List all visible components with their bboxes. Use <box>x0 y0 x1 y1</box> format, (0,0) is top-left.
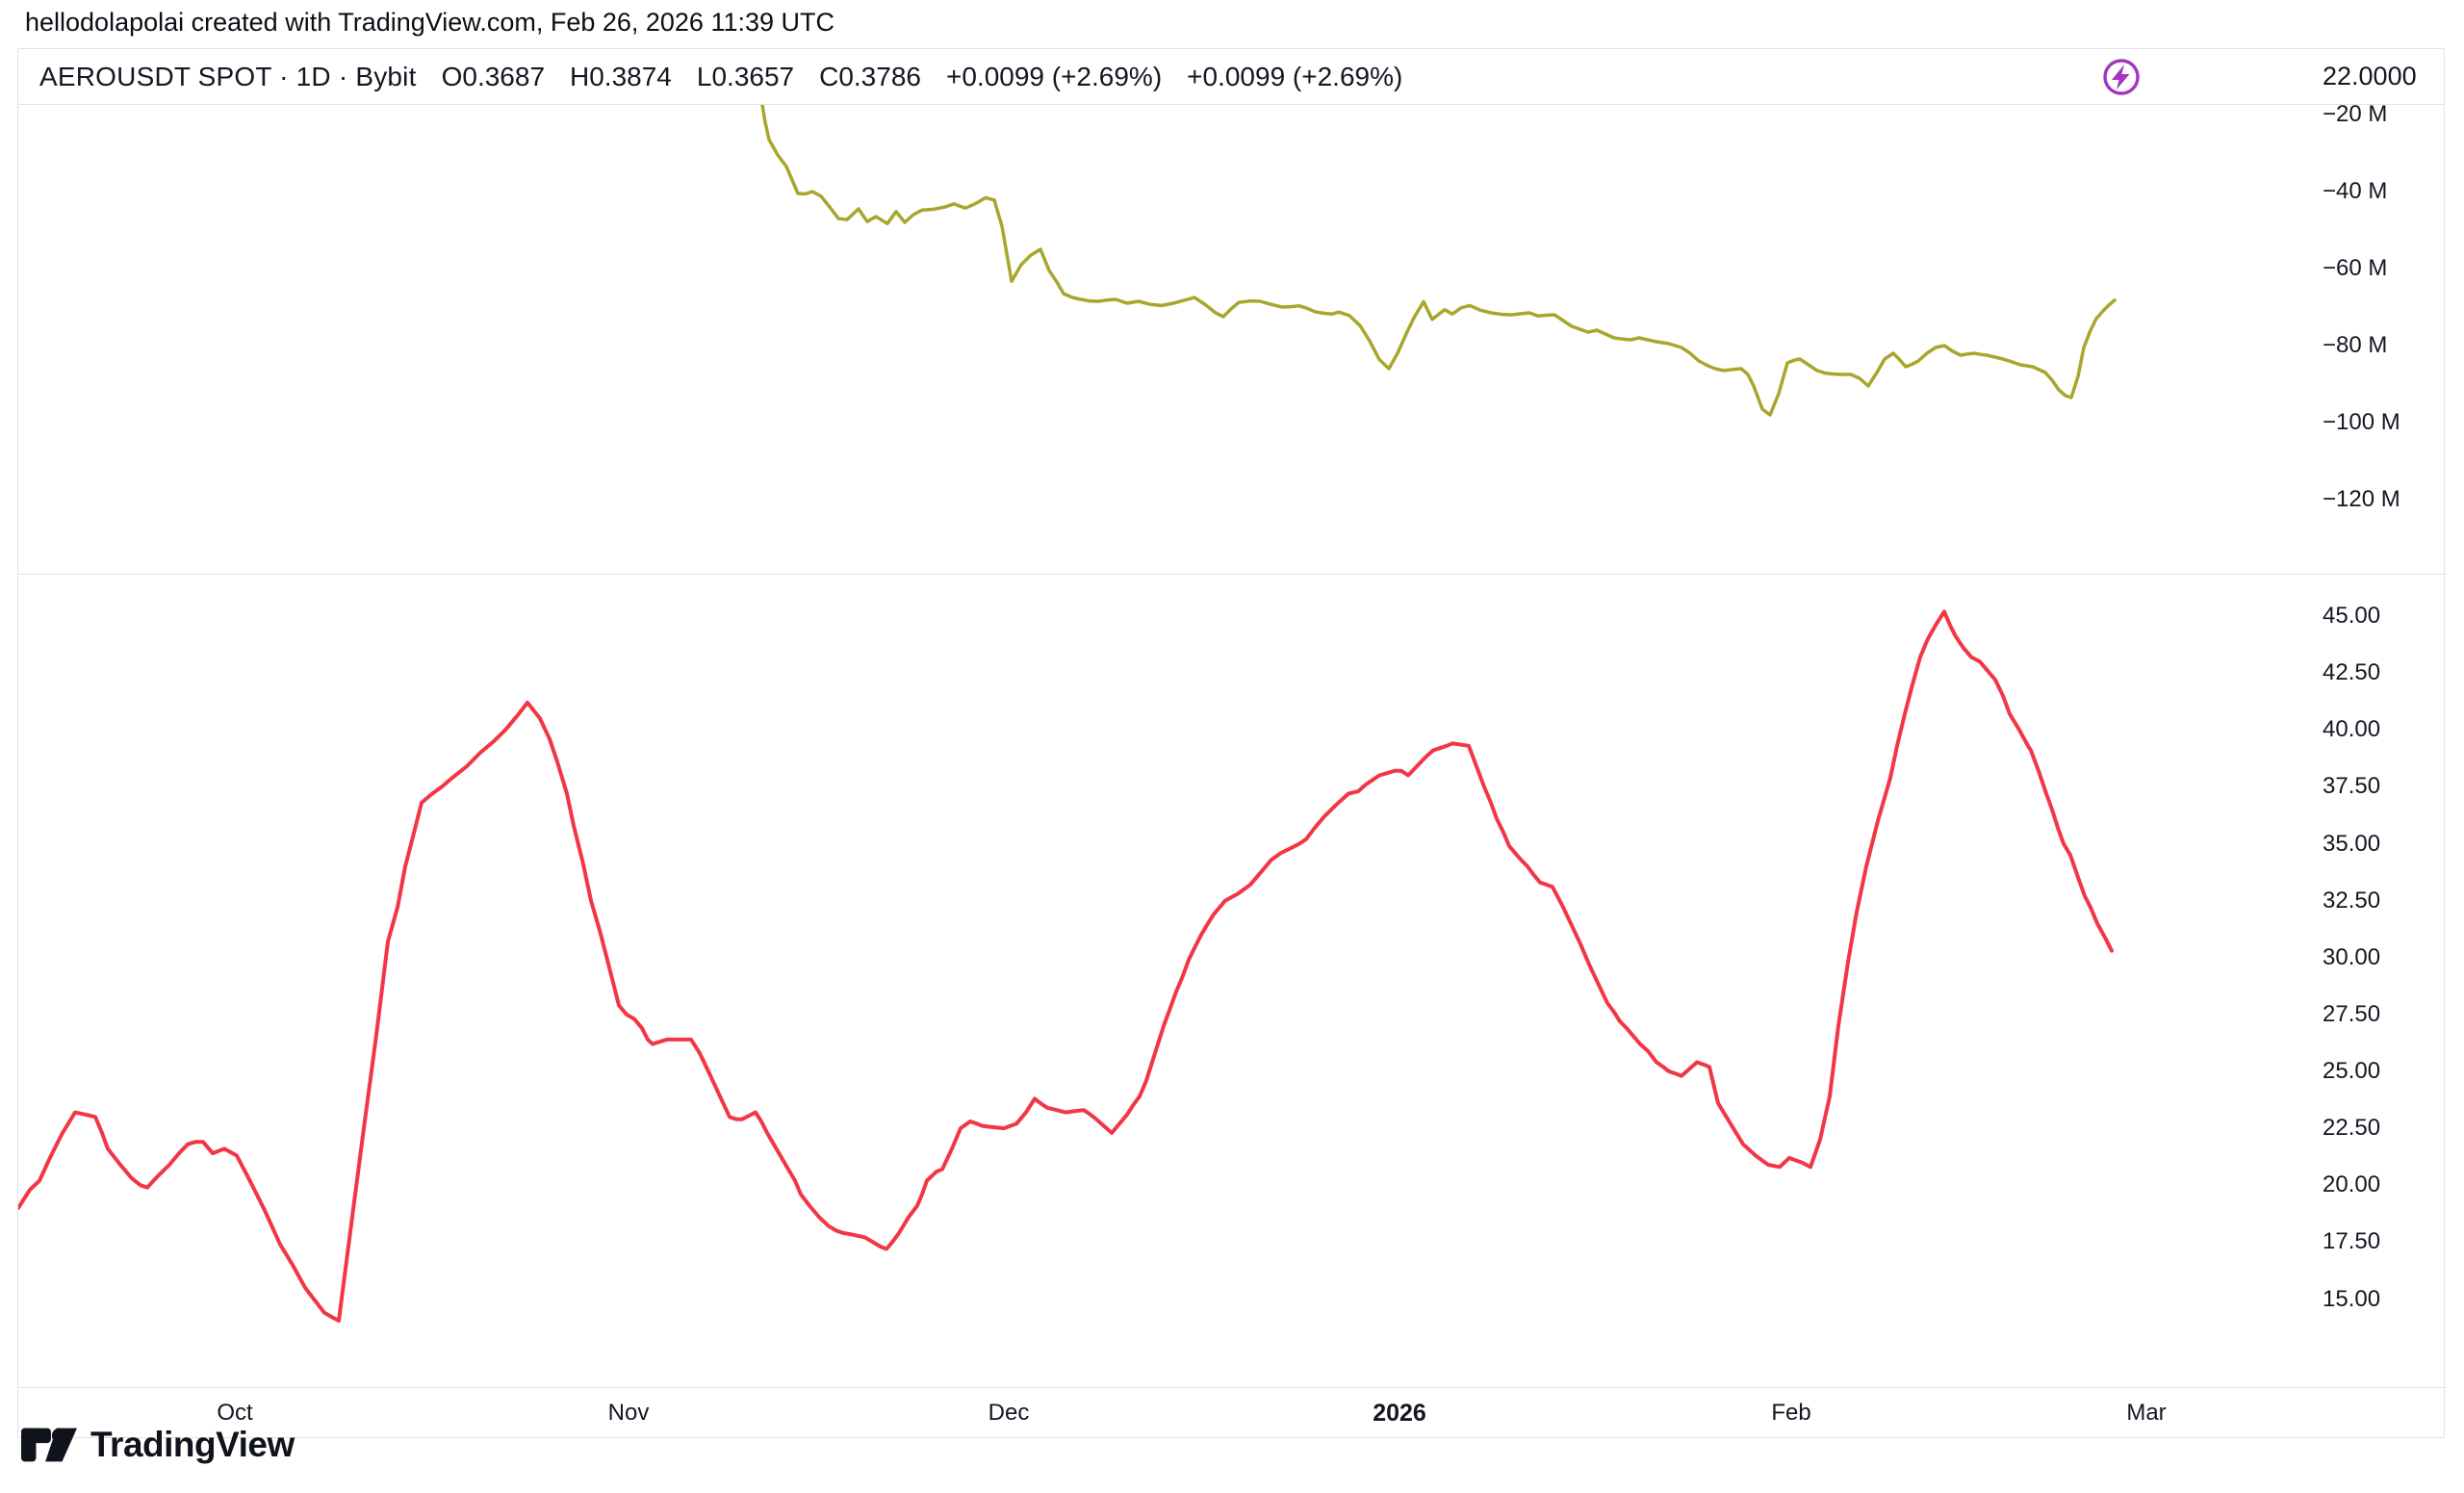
change-value-2: +0.0099 (+2.69%) <box>1187 61 1403 91</box>
y-axis-label: 30.00 <box>2323 943 2381 970</box>
tradingview-logo-text: TradingView <box>90 1425 295 1464</box>
y-axis-label: 37.50 <box>2323 773 2381 800</box>
y-axis-label: 20.00 <box>2323 1171 2381 1198</box>
flash-icon[interactable] <box>2102 58 2141 96</box>
y-axis-label: −40 M <box>2323 178 2388 204</box>
symbol-info-bar: AEROUSDT SPOT · 1D · Bybit O0.3687 H0.38… <box>18 49 2444 105</box>
y-axis-label: 32.50 <box>2323 887 2381 914</box>
y-axis-label: −80 M <box>2323 332 2388 358</box>
x-axis-label: Mar <box>2126 1400 2167 1426</box>
ohlc-close: C0.3786 <box>819 61 921 91</box>
y-axis-label: 17.50 <box>2323 1228 2381 1255</box>
price-scale-value: 22.0000 <box>2323 62 2417 90</box>
x-axis-label: Dec <box>988 1400 1030 1426</box>
chart-widget: AEROUSDT SPOT · 1D · Bybit O0.3687 H0.38… <box>17 48 2446 1438</box>
volume-indicator-line <box>760 105 2117 417</box>
time-axis[interactable]: Oct Nov Dec 2026 Feb Mar <box>18 1387 2446 1438</box>
y-axis-label: −60 M <box>2323 255 2388 281</box>
oscillator-line <box>18 609 2114 1323</box>
x-axis-label: Nov <box>607 1400 650 1426</box>
pane-bottom[interactable]: 45.00 42.50 40.00 37.50 35.00 32.50 30.00 27.50… <box>18 574 2446 1387</box>
y-axis-label: −100 M <box>2323 409 2400 435</box>
x-axis-label: Oct <box>217 1400 253 1426</box>
ohlc-high: H0.3874 <box>570 61 672 91</box>
y-axis-label: 45.00 <box>2323 603 2381 629</box>
y-axis-label: 15.00 <box>2323 1285 2381 1312</box>
symbol-info-row: AEROUSDT SPOT · 1D · Bybit O0.3687 H0.38… <box>39 49 1402 104</box>
y-axis-label: −20 M <box>2323 101 2388 127</box>
y-axis-label: −120 M <box>2323 486 2400 512</box>
y-axis-label: 25.00 <box>2323 1058 2381 1084</box>
pane-bottom-svg[interactable] <box>18 575 2313 1388</box>
y-axis-label: 22.50 <box>2323 1115 2381 1142</box>
x-axis-label: Feb <box>1771 1400 1811 1426</box>
flash-icon-svg <box>2103 59 2140 95</box>
y-axis-label: 27.50 <box>2323 1000 2381 1027</box>
tradingview-mark-icon <box>21 1428 77 1462</box>
ohlc-open: O0.3687 <box>441 61 546 91</box>
symbol-title: AEROUSDT SPOT · 1D · Bybit <box>39 61 417 91</box>
ohlc-low: L0.3657 <box>696 61 795 91</box>
pane-bottom-ylabels[interactable]: 45.00 42.50 40.00 37.50 35.00 32.50 30.00 27.50… <box>2323 575 2446 1387</box>
attribution-text: hellodolapolai created with TradingView.… <box>25 8 835 37</box>
y-axis-label: 35.00 <box>2323 830 2381 857</box>
pane-top-ylabels[interactable]: −20 M −40 M −60 M −80 M −100 M −120 M <box>2323 101 2446 574</box>
change-value: +0.0099 (+2.69%) <box>945 61 1163 91</box>
tradingview-logo[interactable]: TradingView <box>21 1425 295 1465</box>
pane-top-svg[interactable] <box>18 105 2313 574</box>
x-axis-label: 2026 <box>1373 1400 1426 1427</box>
pane-top[interactable]: −20 M −40 M −60 M −80 M −100 M −120 M <box>18 101 2446 574</box>
y-axis-label: 42.50 <box>2323 659 2381 686</box>
y-axis-label: 40.00 <box>2323 716 2381 743</box>
